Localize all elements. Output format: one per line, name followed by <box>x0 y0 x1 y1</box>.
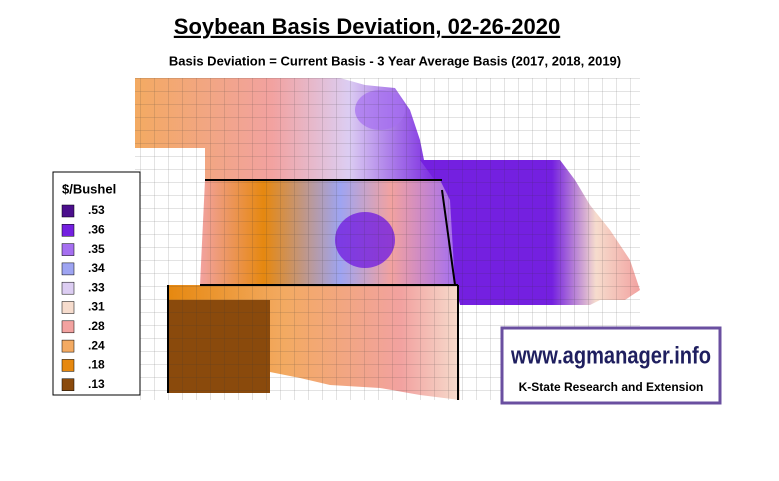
legend-swatch <box>61 378 75 391</box>
logo-url[interactable]: www.agmanager.info <box>510 342 711 369</box>
logo-org: K-State Research and Extension <box>519 380 704 394</box>
subtitle: Basis Deviation = Current Basis - 3 Year… <box>169 53 621 68</box>
legend-items: .53 .36 .35 .34 .33 .31 .28 .24 .18 .13 <box>61 203 105 391</box>
legend-swatch <box>61 262 75 276</box>
legend-label: .13 <box>88 377 105 391</box>
legend-label: .35 <box>88 242 105 256</box>
logo-box <box>500 326 722 405</box>
legend-label: .18 <box>88 358 105 372</box>
legend-label: .24 <box>88 338 105 352</box>
legend-label: .36 <box>88 222 105 236</box>
legend-swatch <box>61 204 75 218</box>
map <box>135 78 640 400</box>
legend-label: .33 <box>88 280 105 294</box>
legend-label: .34 <box>88 261 105 275</box>
legend: $/Bushel .53 .36 .35 .34 .33 .31 .28 .24 .18 .13 <box>52 171 141 396</box>
logo[interactable]: www.agmanager.info K-State Research and … <box>500 326 722 405</box>
legend-swatch <box>61 320 75 334</box>
state-borders <box>167 179 459 400</box>
legend-swatch <box>61 281 75 295</box>
title: Soybean Basis Deviation, 02-26-2020 <box>174 14 560 39</box>
legend-swatch <box>61 224 75 237</box>
legend-swatch <box>61 301 75 314</box>
legend-swatch <box>61 339 75 353</box>
legend-label: .53 <box>88 203 105 217</box>
legend-label: .28 <box>88 319 105 333</box>
legend-label: .31 <box>88 300 105 314</box>
legend-swatch <box>61 359 75 372</box>
legend-swatch <box>61 243 75 256</box>
legend-title: $/Bushel <box>62 181 116 196</box>
